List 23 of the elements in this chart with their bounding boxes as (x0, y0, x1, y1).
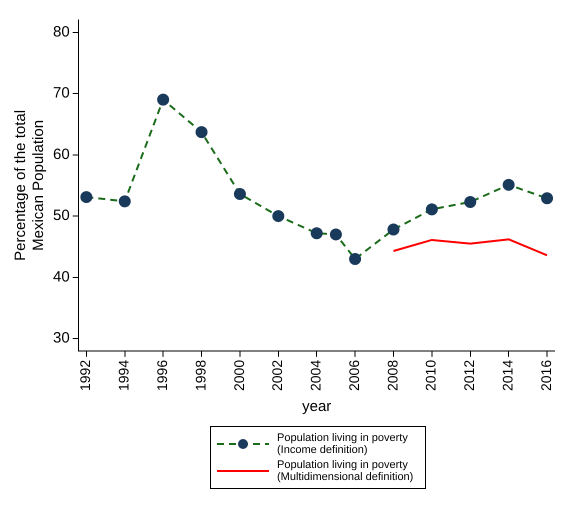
y-axis-title: Percentage of the total Mexican Population (12, 110, 48, 261)
legend-label: Population living in poverty (Income definition) (277, 432, 409, 456)
x-tick-label: 2006 (346, 360, 362, 392)
y-tick-label: 30 (52, 330, 70, 347)
x-tick-label: 2010 (422, 360, 439, 392)
x-tick-label: 2008 (384, 360, 400, 392)
x-axis-title: year (302, 398, 332, 416)
y-tick-label: 80 (52, 23, 70, 40)
x-tick-label: 2002 (269, 360, 286, 392)
y-tick-label: 50 (52, 207, 70, 224)
legend-label: Population living in poverty (Multidimensional definition) (277, 459, 414, 483)
y-tick-label: 70 (52, 84, 70, 102)
x-tick-label: 2014 (500, 360, 516, 392)
x-tick-label: 1992 (77, 360, 94, 392)
x-tick-label: 1996 (154, 360, 170, 392)
x-tick-label: 2012 (461, 360, 478, 392)
x-tick-label: 1994 (116, 360, 132, 392)
x-tick-label: 2016 (538, 360, 554, 392)
x-tick-label: 2000 (230, 360, 247, 392)
x-tick-label: 1998 (192, 360, 208, 392)
y-tick-label: 60 (52, 146, 70, 163)
x-tick-label: 2004 (308, 360, 324, 392)
y-tick-label: 40 (52, 268, 70, 286)
